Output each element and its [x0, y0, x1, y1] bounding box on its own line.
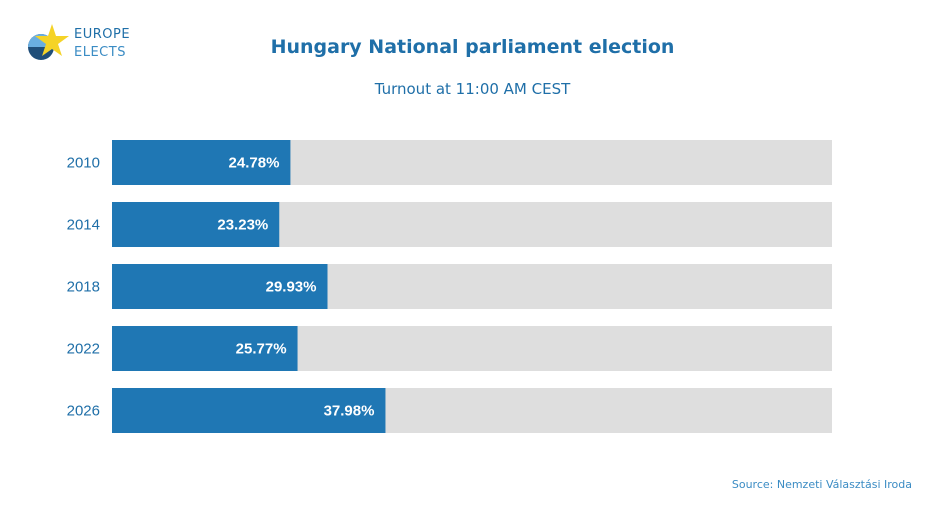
value-label-2014: 23.23% [217, 217, 268, 234]
chart-subtitle: Turnout at 11:00 AM CEST [374, 80, 571, 98]
value-label-2010: 24.78% [229, 155, 280, 172]
value-label-2018: 29.93% [266, 279, 317, 296]
source-note: Source: Nemzeti Választási Iroda [731, 478, 912, 491]
category-label-2018: 2018 [67, 279, 100, 296]
category-label-2014: 2014 [67, 217, 100, 234]
bar-2022 [112, 326, 298, 371]
logo-text-line1: EUROPE [74, 27, 131, 42]
category-label-2010: 2010 [67, 155, 100, 172]
value-label-2022: 25.77% [236, 341, 287, 358]
logo-star [35, 24, 69, 56]
bar-2018 [112, 264, 328, 309]
category-label-2022: 2022 [67, 341, 100, 358]
bar-2010 [112, 140, 291, 185]
bar-2026 [112, 388, 386, 433]
chart-title: Hungary National parliament election [270, 36, 675, 58]
europe-elects-logo: EUROPE ELECTS [24, 22, 154, 68]
category-label-2026: 2026 [67, 403, 100, 420]
bar-2014 [112, 202, 280, 247]
value-label-2026: 37.98% [324, 403, 375, 420]
logo-text-line2: ELECTS [74, 45, 126, 60]
europe-elects-star-icon [28, 24, 69, 60]
